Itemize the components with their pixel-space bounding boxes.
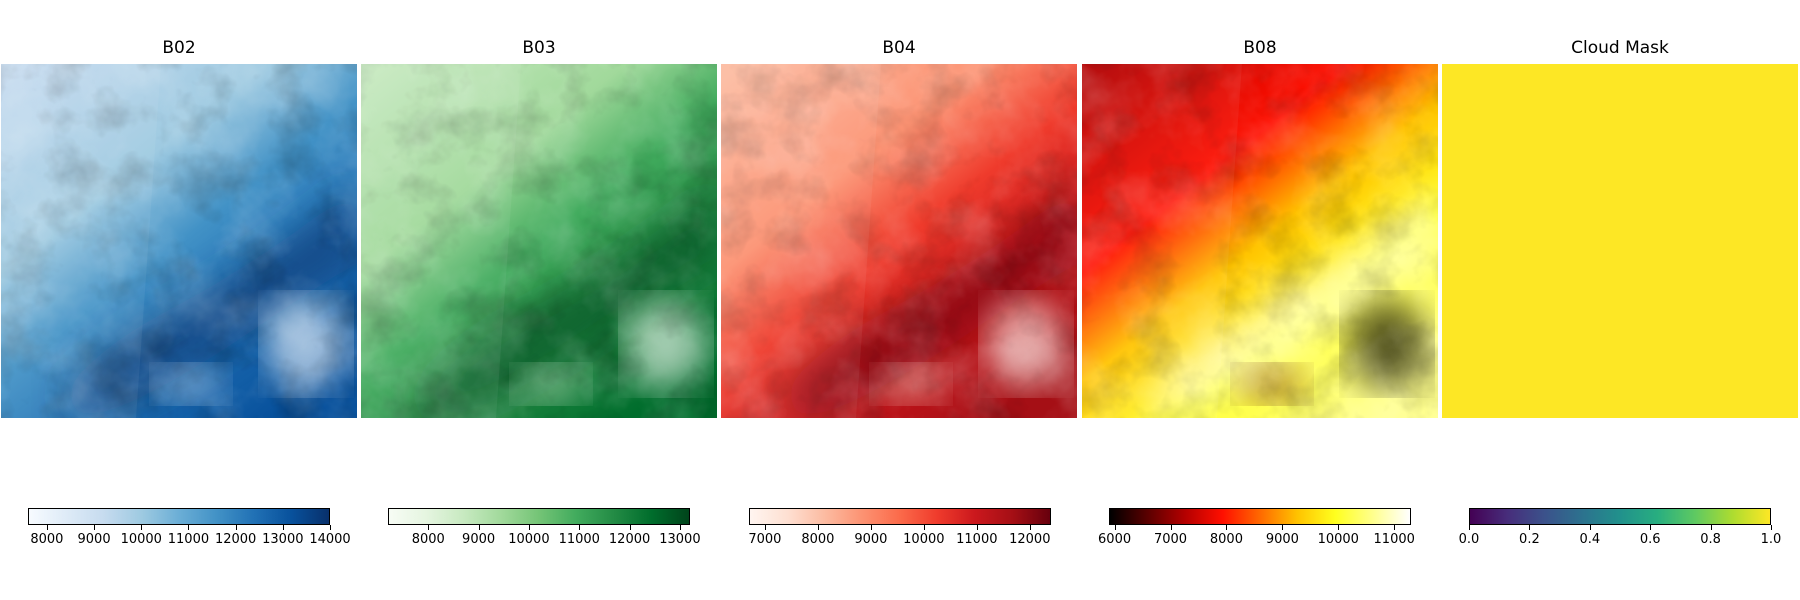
heatmap-image bbox=[1082, 64, 1438, 418]
colorbar-tick-label: 7000 bbox=[748, 532, 782, 547]
colorbar-tick-label: 11000 bbox=[1373, 532, 1415, 547]
colorbar-axis-b03: 8000 9000 10000 11000 12000 13000 bbox=[388, 525, 701, 555]
heatmap-tile-seam bbox=[721, 64, 881, 418]
panel-title-cloud-mask: Cloud Mask bbox=[1571, 38, 1669, 58]
heatmap-texture-dark bbox=[1, 64, 357, 418]
colorbar-tick-label: 9000 bbox=[77, 532, 111, 547]
colorbar-tick bbox=[428, 525, 430, 530]
heatmap-texture-dark bbox=[1082, 64, 1438, 418]
colorbar-tick-label: 0.8 bbox=[1700, 532, 1721, 547]
colorbar-tick bbox=[679, 525, 681, 530]
colorbar-tick bbox=[528, 525, 530, 530]
colorbar-tick bbox=[1710, 525, 1712, 530]
colorbar-tick bbox=[1114, 525, 1116, 530]
colorbar-tick-label: 9000 bbox=[462, 532, 496, 547]
colorbar-tick bbox=[870, 525, 872, 530]
colorbar-tick-label: 0.0 bbox=[1458, 532, 1480, 547]
heatmap-image bbox=[361, 64, 717, 418]
colorbar-cloud-mask bbox=[1469, 508, 1771, 525]
colorbar-tick bbox=[579, 525, 581, 530]
colorbar-tick bbox=[1282, 525, 1284, 530]
colorbar-tick bbox=[1226, 525, 1228, 530]
colorbar-tick-label: 9000 bbox=[854, 532, 888, 547]
colorbar-tick bbox=[1338, 525, 1340, 530]
colorbar-tick bbox=[629, 525, 631, 530]
heatmap-image bbox=[1442, 64, 1798, 418]
colorbar-tick bbox=[1771, 525, 1772, 530]
colorbar-tick-label: 13000 bbox=[262, 532, 304, 547]
colorbar-tick-label: 10000 bbox=[508, 532, 550, 547]
panel-title-b03: B03 bbox=[522, 38, 556, 58]
colorbar-tick bbox=[1029, 525, 1031, 530]
colorbar-tick-label: 7000 bbox=[1153, 532, 1188, 547]
colorbar-tick-label: 8000 bbox=[801, 532, 835, 547]
heatmap-b08 bbox=[1082, 64, 1438, 418]
colorbar-b02 bbox=[28, 508, 330, 525]
colorbar-tick bbox=[817, 525, 819, 530]
colorbar-tick bbox=[1469, 525, 1470, 530]
colorbar-tick-label: 11000 bbox=[167, 532, 210, 547]
panel-title-b04: B04 bbox=[882, 38, 916, 58]
colorbar-tick-label: 6000 bbox=[1098, 532, 1132, 547]
colorbar-tick bbox=[330, 525, 331, 530]
colorbar-tick-label: 11000 bbox=[558, 532, 600, 547]
colorbar-tick bbox=[1650, 525, 1652, 530]
heatmap-b02 bbox=[1, 64, 357, 418]
colorbar-tick-label: 11000 bbox=[956, 532, 998, 547]
colorbar-tick-label: 12000 bbox=[1009, 532, 1051, 547]
colorbar-tick-label: 0.6 bbox=[1639, 532, 1661, 547]
heatmap-image bbox=[1, 64, 357, 418]
colorbar-tick-label: 13000 bbox=[659, 532, 701, 547]
colorbar-tick-label: 10000 bbox=[120, 532, 162, 547]
colorbar-tick bbox=[976, 525, 978, 530]
colorbar-b03 bbox=[388, 508, 690, 525]
colorbar-tick-label: 0.2 bbox=[1519, 532, 1540, 547]
colorbar-tick bbox=[141, 525, 143, 530]
colorbar-tick bbox=[923, 525, 925, 530]
colorbar-tick bbox=[188, 525, 190, 530]
colorbar-axis-b02: 8000 9000 10000 11000 12000 13000 14000 bbox=[28, 525, 351, 555]
heatmap-texture-dark bbox=[361, 64, 717, 418]
colorbar-tick-label: 0.4 bbox=[1579, 532, 1601, 547]
colorbar-b04 bbox=[749, 508, 1051, 525]
colorbar-tick-label: 9000 bbox=[1265, 532, 1299, 547]
heatmap-tile-seam bbox=[1, 64, 161, 418]
colorbar-tick-label: 12000 bbox=[608, 532, 651, 547]
colorbar-tick-label: 10000 bbox=[903, 532, 945, 547]
colorbar-tick bbox=[764, 525, 766, 530]
colorbar-tick bbox=[282, 525, 284, 530]
colorbar-tick-label: 1.0 bbox=[1760, 532, 1782, 547]
heatmap-b03 bbox=[361, 64, 717, 418]
panel-title-b08: B08 bbox=[1243, 38, 1277, 58]
colorbar-axis-b08: 6000 7000 8000 9000 10000 11000 bbox=[1098, 525, 1415, 555]
heatmap-tile-seam bbox=[1082, 64, 1242, 418]
colorbar-tick-label: 8000 bbox=[411, 532, 445, 547]
colorbar-tick bbox=[478, 525, 480, 530]
colorbar-tick-label: 12000 bbox=[214, 532, 257, 547]
heatmap-texture-dark bbox=[721, 64, 1077, 418]
colorbar-tick bbox=[1529, 525, 1531, 530]
colorbar-axis-b04: 7000 8000 9000 10000 11000 12000 bbox=[748, 525, 1051, 555]
colorbar-tick bbox=[46, 525, 48, 530]
heatmap-image bbox=[721, 64, 1077, 418]
heatmap-tile-seam bbox=[361, 64, 521, 418]
colorbar-tick bbox=[1170, 525, 1172, 530]
colorbar-tick-label: 8000 bbox=[1209, 532, 1243, 547]
colorbar-tick bbox=[94, 525, 96, 530]
mask-fill bbox=[1442, 64, 1798, 418]
colorbar-b08 bbox=[1109, 508, 1411, 525]
heatmap-cloud-mask bbox=[1442, 64, 1798, 418]
colorbar-tick-label: 14000 bbox=[309, 532, 351, 547]
colorbar-tick bbox=[235, 525, 237, 530]
colorbar-tick bbox=[1394, 525, 1396, 530]
colorbar-axis-cloud-mask: 0.0 0.2 0.4 0.6 0.8 1.0 bbox=[1459, 525, 1781, 555]
colorbar-tick-label: 10000 bbox=[1317, 532, 1359, 547]
panel-title-b02: B02 bbox=[162, 38, 196, 58]
colorbar-tick bbox=[1589, 525, 1591, 530]
heatmap-b04 bbox=[721, 64, 1077, 418]
colorbar-tick-label: 8000 bbox=[30, 532, 64, 547]
